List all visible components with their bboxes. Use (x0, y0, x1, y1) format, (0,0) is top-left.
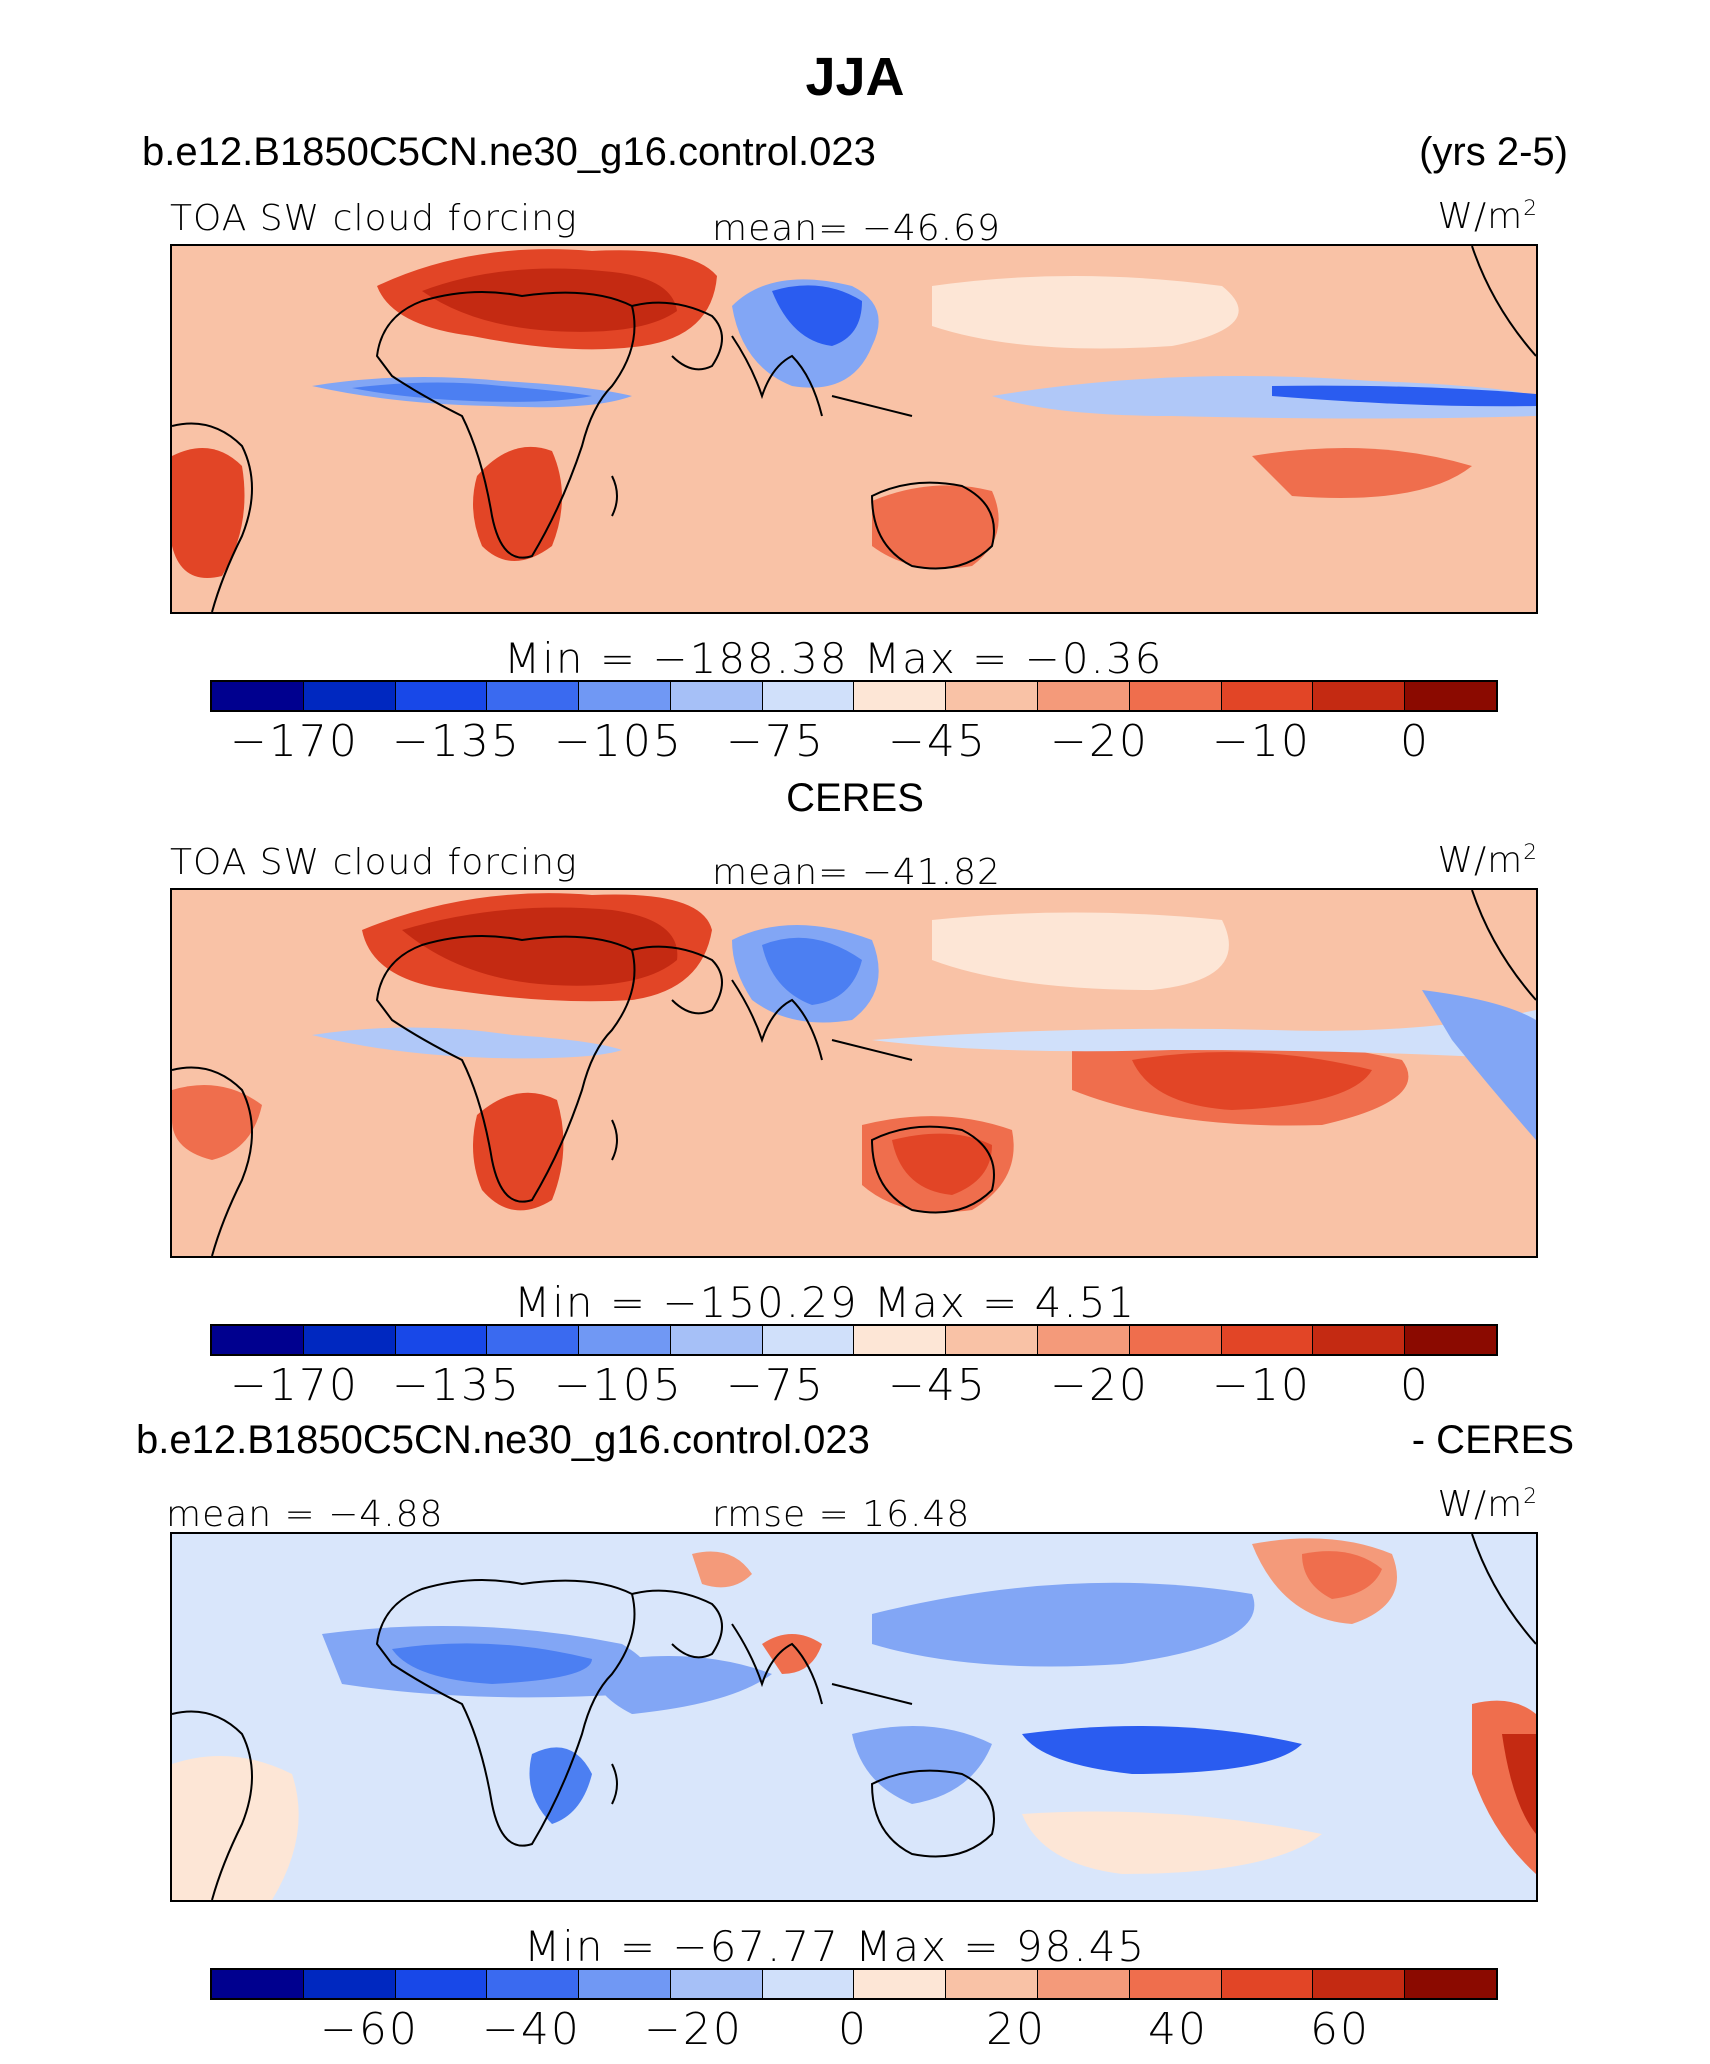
cbar-tick: −10 (1212, 1360, 1311, 1411)
cbar-tick: 60 (1310, 2004, 1370, 2055)
cbar-swatch (1313, 1326, 1406, 1354)
cbar-swatch (1129, 682, 1222, 710)
cbar-tick: 0 (1400, 1360, 1430, 1411)
panel3-map (170, 1532, 1538, 1902)
cbar-swatch (303, 1326, 396, 1354)
cbar-swatch (303, 682, 396, 710)
panel2-mean: mean= −41.82 (712, 852, 1001, 893)
cbar-swatch (670, 1970, 763, 1998)
cbar-swatch (303, 1970, 396, 1998)
panel1-variable: TOA SW cloud forcing (170, 198, 578, 239)
cbar-swatch (579, 1970, 671, 1998)
cbar-tick: −75 (726, 1360, 825, 1411)
cbar-tick: −45 (888, 716, 987, 767)
panel1-mean: mean= −46.69 (712, 208, 1001, 249)
cbar-swatch (1221, 682, 1314, 710)
cbar-swatch (670, 682, 763, 710)
cbar-tick: −105 (554, 1360, 683, 1411)
cbar-tick: 0 (838, 2004, 868, 2055)
cbar-tick: 0 (1400, 716, 1430, 767)
cbar-swatch (1129, 1326, 1222, 1354)
cbar-swatch (579, 682, 671, 710)
cbar-swatch (395, 682, 488, 710)
cbar-swatch (946, 1326, 1039, 1354)
cbar-tick: −20 (1050, 1360, 1149, 1411)
cbar-swatch (670, 1326, 763, 1354)
panel2-units: W/m2 (1437, 840, 1538, 881)
cbar-swatch (854, 1326, 947, 1354)
panel1-map (170, 244, 1538, 614)
cbar-tick: 40 (1148, 2004, 1208, 2055)
panel1-years: (yrs 2-5) (1419, 130, 1568, 174)
cbar-swatch (1038, 682, 1130, 710)
cbar-swatch (762, 1326, 855, 1354)
cbar-tick: −135 (392, 716, 521, 767)
cbar-tick: −20 (644, 2004, 743, 2055)
cbar-tick: −20 (1050, 716, 1149, 767)
panel3-colorbar (210, 1968, 1498, 2000)
cbar-swatch (1405, 1326, 1496, 1354)
cbar-swatch (854, 1970, 947, 1998)
panel1-minmax: Min = −188.38 Max = −0.36 (504, 634, 1164, 683)
cbar-swatch (1129, 1970, 1222, 1998)
cbar-tick: −170 (230, 1360, 359, 1411)
cbar-swatch (946, 682, 1039, 710)
cbar-tick: −40 (482, 2004, 581, 2055)
panel1-units: W/m2 (1437, 196, 1538, 237)
cbar-swatch (395, 1326, 488, 1354)
cbar-swatch (579, 1326, 671, 1354)
cbar-swatch (1221, 1326, 1314, 1354)
cbar-swatch (487, 1326, 580, 1354)
cbar-tick: −75 (726, 716, 825, 767)
cbar-tick: −60 (320, 2004, 419, 2055)
cbar-swatch (854, 682, 947, 710)
cbar-swatch (946, 1970, 1039, 1998)
cbar-swatch (1038, 1326, 1130, 1354)
panel3-units: W/m2 (1437, 1484, 1538, 1525)
cbar-tick: 20 (986, 2004, 1046, 2055)
cbar-swatch (1313, 682, 1406, 710)
panel1-case-name: b.e12.B1850C5CN.ne30_g16.control.023 (142, 130, 876, 174)
cbar-swatch (395, 1970, 488, 1998)
panel3-rmse: rmse = 16.48 (712, 1494, 971, 1535)
panel2-colorbar (210, 1324, 1498, 1356)
cbar-swatch (1038, 1970, 1130, 1998)
panel2-map (170, 888, 1538, 1258)
cbar-swatch (1313, 1970, 1406, 1998)
cbar-tick: −45 (888, 1360, 987, 1411)
panel1-colorbar (210, 680, 1498, 712)
panel3-minus-obs: - CERES (1411, 1418, 1574, 1462)
panel3-minmax: Min = −67.77 Max = 98.45 (524, 1922, 1147, 1971)
cbar-swatch (212, 682, 304, 710)
panel3-mean: mean = −4.88 (166, 1494, 444, 1535)
cbar-swatch (762, 1970, 855, 1998)
cbar-swatch (212, 1970, 304, 1998)
cbar-tick: −10 (1212, 716, 1311, 767)
panel2-variable: TOA SW cloud forcing (170, 842, 578, 883)
cbar-tick: −105 (554, 716, 683, 767)
cbar-swatch (1221, 1970, 1314, 1998)
cbar-swatch (762, 682, 855, 710)
figure-title: JJA (805, 47, 905, 107)
cbar-swatch (212, 1326, 304, 1354)
panel3-case-name: b.e12.B1850C5CN.ne30_g16.control.023 (136, 1418, 870, 1462)
cbar-swatch (487, 1970, 580, 1998)
panel2-dataset-name: CERES (786, 776, 924, 820)
cbar-swatch (1405, 1970, 1496, 1998)
cbar-tick: −135 (392, 1360, 521, 1411)
panel2-minmax: Min = −150.29 Max = 4.51 (514, 1278, 1137, 1327)
cbar-tick: −170 (230, 716, 359, 767)
cbar-swatch (1405, 682, 1496, 710)
cbar-swatch (487, 682, 580, 710)
